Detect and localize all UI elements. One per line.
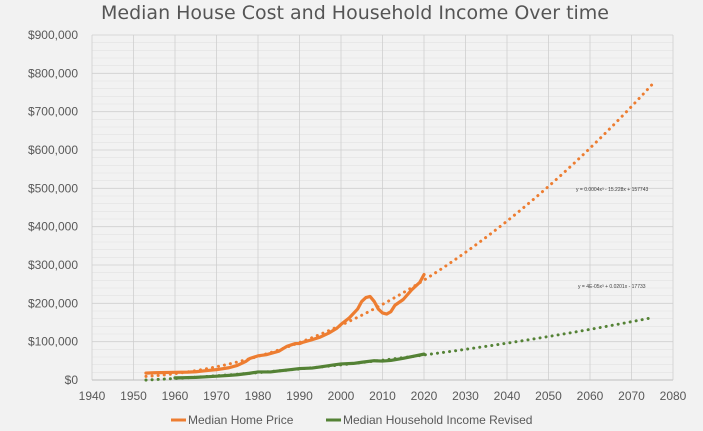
x-tick-label: 1940 (79, 389, 106, 403)
x-tick-label: 2040 (494, 389, 521, 403)
y-tick-label: $0 (65, 373, 79, 387)
y-tick-label: $600,000 (28, 143, 78, 157)
y-tick-label: $100,000 (28, 335, 78, 349)
x-tick-label: 2050 (535, 389, 562, 403)
legend-label-income: Median Household Income Revised (343, 413, 532, 427)
x-tick-label: 2070 (618, 389, 645, 403)
x-tick-label: 2030 (452, 389, 479, 403)
trendline-equation-income: y = 4E-05x³ + 0.0201x - 17733 (578, 284, 646, 290)
y-tick-label: $400,000 (28, 220, 78, 234)
x-tick-label: 2010 (369, 389, 396, 403)
x-tick-label: 1950 (120, 389, 147, 403)
x-tick-label: 1990 (286, 389, 313, 403)
legend-label-home-price: Median Home Price (188, 413, 294, 427)
series-line-1 (173, 352, 426, 380)
trendline-equations: y = 0.0004x³ - 15.228x + 157743 y = 4E-0… (576, 187, 648, 290)
trendline-0 (144, 82, 654, 378)
x-tick-label: 2060 (577, 389, 604, 403)
x-axis-tick-labels: 1940 1950 1960 1970 1980 1990 2000 2010 2020 2030… (79, 389, 687, 403)
gridlines (91, 34, 674, 381)
chart-title: Median House Cost and Household Income O… (101, 2, 609, 24)
x-tick-label: 1960 (162, 389, 189, 403)
x-tick-label: 1970 (203, 389, 230, 403)
series-line-0 (144, 272, 426, 375)
y-tick-label: $800,000 (28, 66, 78, 80)
x-tick-label: 2080 (660, 389, 687, 403)
series-lines (144, 272, 426, 380)
x-tick-label: 1980 (245, 389, 272, 403)
y-tick-label: $300,000 (28, 258, 78, 272)
y-tick-label: $500,000 (28, 181, 78, 195)
y-tick-label: $900,000 (28, 28, 78, 42)
y-tick-label: $700,000 (28, 105, 78, 119)
legend[interactable]: Median Home Price Median Household Incom… (171, 413, 532, 427)
trendline-equation-home-price: y = 0.0004x³ - 15.228x + 157743 (576, 187, 648, 193)
x-tick-label: 2020 (411, 389, 438, 403)
y-tick-label: $200,000 (28, 296, 78, 310)
y-axis-tick-labels: $0 $100,000 $200,000 $300,000 $400,000 $500,0… (28, 28, 78, 387)
x-tick-label: 2000 (328, 389, 355, 403)
